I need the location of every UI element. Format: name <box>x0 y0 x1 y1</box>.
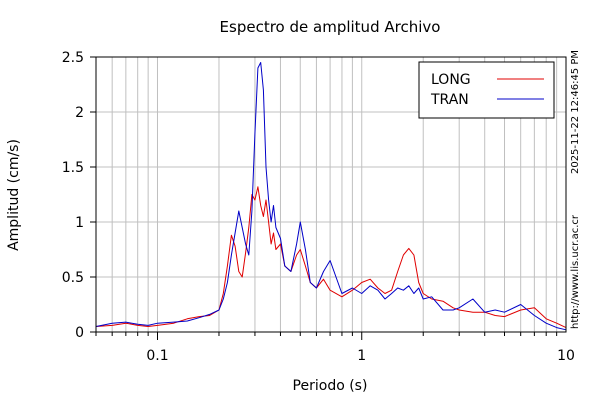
series-line-long <box>95 186 567 329</box>
y-tick-label: 0 <box>75 325 84 341</box>
chart-title: Espectro de amplitud Archivo <box>220 18 441 36</box>
legend-box <box>418 61 555 119</box>
y-tick-label: 1.5 <box>62 160 84 176</box>
y-tick-label: 2 <box>75 105 84 121</box>
x-tick-label: 1 <box>357 348 366 364</box>
y-axis-label: Amplitud (cm/s) <box>6 139 22 251</box>
series-line-tran <box>95 62 567 331</box>
axes: 0.1 1 10 0 0.5 1 1.5 2 2.5 <box>62 50 575 364</box>
legend-label-tran: TRAN <box>430 92 469 108</box>
plot-frame <box>95 56 567 333</box>
x-tick-label: 10 <box>557 348 575 364</box>
timestamp-annotation: 2025-11-22 12:46:45 PM <box>570 50 581 174</box>
legend: LONG TRAN <box>418 61 555 119</box>
series-lines <box>95 62 567 331</box>
x-tick-label: 0.1 <box>146 348 168 364</box>
y-tick-label: 2.5 <box>62 50 84 66</box>
y-tick-label: 0.5 <box>62 270 84 286</box>
x-axis-label: Periodo (s) <box>293 378 368 394</box>
source-url-annotation: http://www.lis.ucr.ac.cr <box>570 214 581 329</box>
legend-label-long: LONG <box>431 72 471 88</box>
y-tick-label: 1 <box>75 215 84 231</box>
